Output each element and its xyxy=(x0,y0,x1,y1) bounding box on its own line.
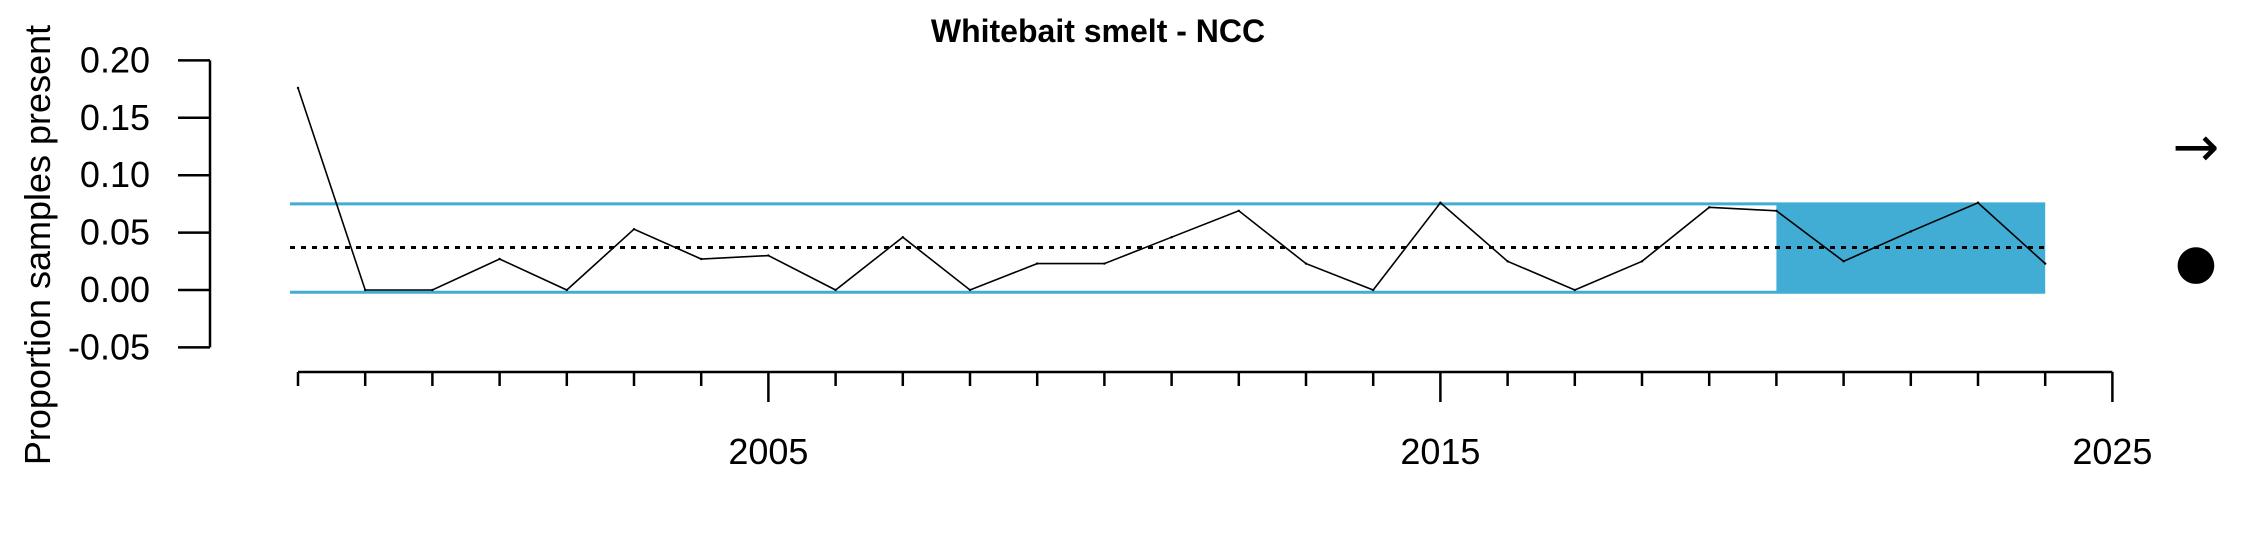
y-tick-label: 0.15 xyxy=(80,97,150,138)
data-point xyxy=(1775,209,1778,212)
data-point xyxy=(364,288,367,292)
data-point xyxy=(1909,230,1913,233)
data-point xyxy=(498,257,501,261)
y-tick-label: 0.10 xyxy=(80,154,150,195)
y-tick-label: 0.00 xyxy=(80,269,150,310)
y-tick-label: 0.20 xyxy=(80,39,150,80)
data-point xyxy=(1103,262,1106,265)
data-point xyxy=(901,235,904,239)
data-point xyxy=(1170,235,1173,239)
data-point xyxy=(431,288,434,292)
y-tick-label: 0.05 xyxy=(80,212,150,253)
y-axis-title: Proportion samples present xyxy=(17,25,58,465)
x-tick-label: 2025 xyxy=(2072,431,2152,472)
x-tick-label: 2015 xyxy=(1400,431,1480,472)
data-point xyxy=(2044,262,2047,265)
data-point xyxy=(1372,288,1375,292)
data-point xyxy=(1708,206,1711,209)
data-point xyxy=(1036,262,1039,265)
data-point xyxy=(565,288,568,292)
data-point xyxy=(1640,260,1644,263)
y-axis: -0.05 0.00 0.05 0.10 0.15 0.20 xyxy=(68,39,212,367)
data-point xyxy=(1842,260,1845,263)
data-point xyxy=(767,254,770,257)
data-point xyxy=(1304,262,1308,265)
y-tick-label: -0.05 xyxy=(68,326,150,367)
data-point xyxy=(834,288,837,292)
data-point xyxy=(1237,209,1241,212)
status-dot-icon: ● xyxy=(2175,234,2217,290)
data-point xyxy=(1439,201,1442,204)
trend-arrow-icon: → xyxy=(2173,115,2220,180)
data-point xyxy=(700,257,703,261)
data-point xyxy=(296,86,300,90)
data-point xyxy=(632,227,636,231)
data-point xyxy=(1976,201,1980,204)
data-point xyxy=(1573,288,1577,292)
x-tick-label: 2005 xyxy=(728,431,808,472)
x-axis: 2005 2015 2025 xyxy=(296,370,2152,472)
data-point xyxy=(1506,260,1509,263)
chart-title: Whitebait smelt - NCC xyxy=(931,13,1265,49)
data-point xyxy=(968,288,972,292)
